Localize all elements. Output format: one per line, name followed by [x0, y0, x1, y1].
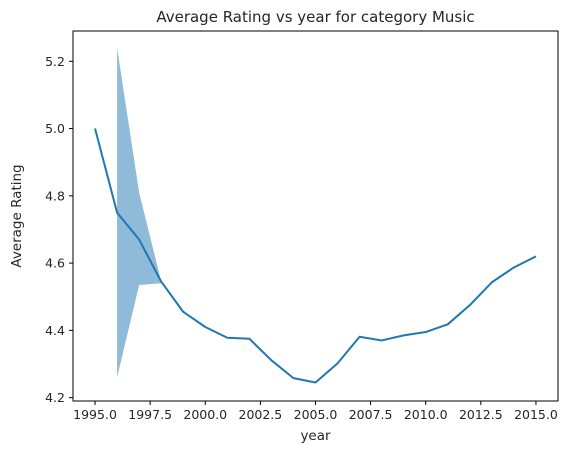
- confidence-band: [117, 47, 162, 378]
- x-tick-label: 2002.5: [239, 407, 283, 422]
- tick-layer: 1995.0 1997.5 2000.0 2002.5 2005.0 2007.5 2010…: [45, 54, 558, 422]
- x-tick-label: 1995.0: [73, 407, 117, 422]
- x-axis-title: year: [300, 428, 331, 444]
- y-tick-label: 5.2: [45, 54, 65, 69]
- x-tick-label: 2005.0: [294, 407, 338, 422]
- y-axis-title: Average Rating: [9, 164, 25, 267]
- y-tick-label: 4.6: [45, 256, 65, 271]
- x-tick-label: 1997.5: [128, 407, 172, 422]
- x-tick-label: 2000.0: [183, 407, 227, 422]
- y-tick-label: 5.0: [45, 121, 65, 136]
- y-tick-label: 4.4: [45, 323, 65, 338]
- x-tick-label: 2012.5: [459, 407, 503, 422]
- plot-area: [94, 47, 537, 384]
- y-tick-label: 4.8: [45, 188, 65, 203]
- chart-title: Average Rating vs year for category Musi…: [156, 8, 474, 26]
- x-tick-label: 2015.0: [514, 407, 558, 422]
- x-tick-label: 2010.0: [404, 407, 448, 422]
- x-tick-label: 2007.5: [349, 407, 393, 422]
- y-tick-label: 4.2: [45, 390, 65, 405]
